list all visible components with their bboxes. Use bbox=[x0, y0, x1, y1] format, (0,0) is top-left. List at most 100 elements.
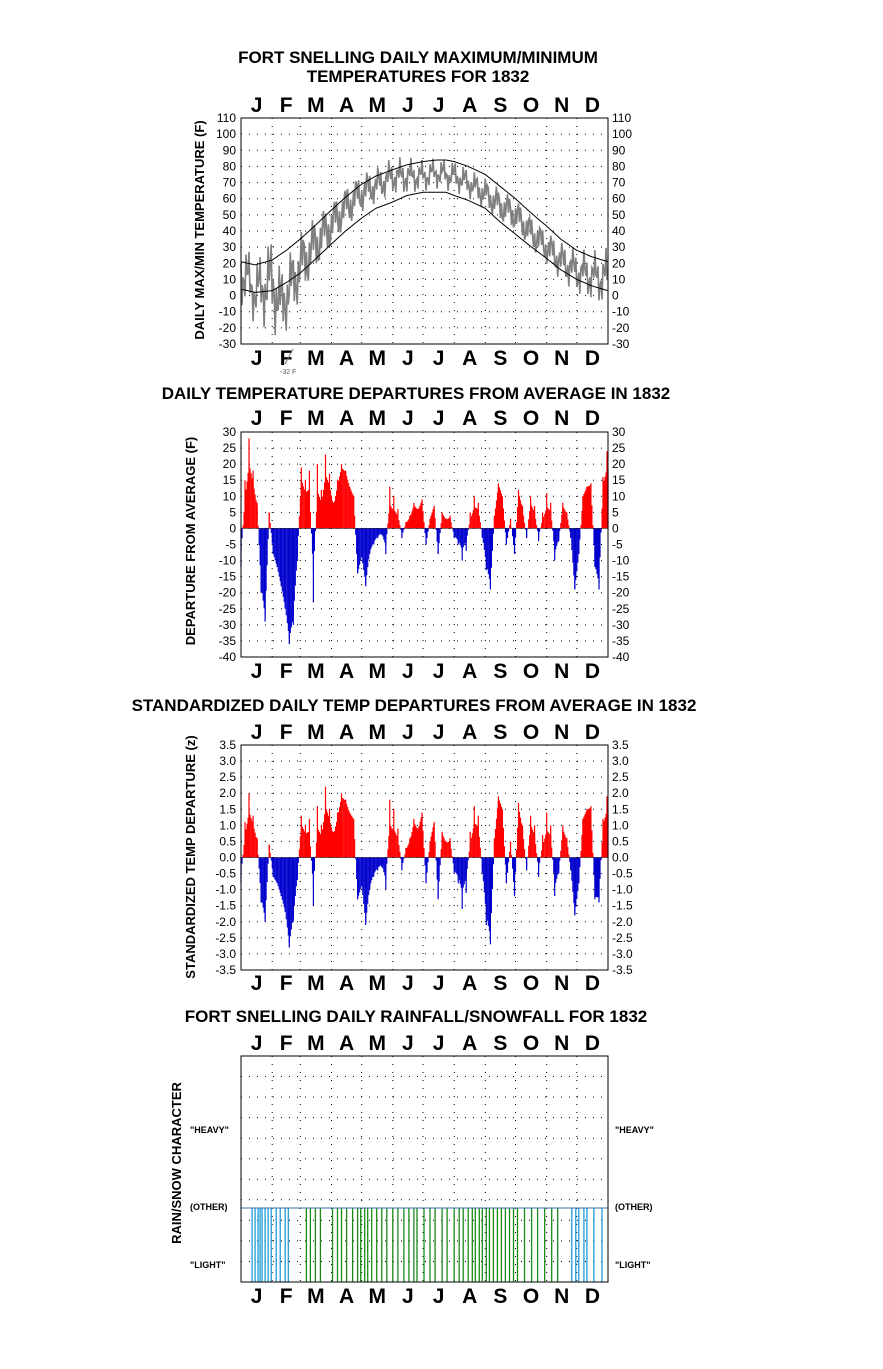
chart3-top-month-5: M bbox=[368, 721, 386, 744]
departure-bar bbox=[467, 528, 469, 531]
departure-bar bbox=[587, 486, 589, 529]
departure-bar bbox=[504, 857, 506, 865]
chart2-tick-right: -15 bbox=[612, 570, 630, 584]
chart4-bottom-month-10: O bbox=[523, 1285, 539, 1308]
chart3-top-month-2: F bbox=[280, 721, 293, 744]
departure-bar bbox=[484, 857, 486, 904]
departure-bar bbox=[273, 528, 275, 558]
departure-bar bbox=[539, 857, 541, 863]
departure-bar bbox=[403, 528, 405, 530]
departure-bar bbox=[589, 485, 591, 529]
departure-bar bbox=[408, 843, 410, 858]
departure-bar bbox=[374, 528, 376, 541]
departure-bar bbox=[454, 528, 456, 538]
chart1-tick-left: 50 bbox=[223, 208, 237, 222]
departure-bar bbox=[364, 857, 366, 913]
chart2-top-month-9: S bbox=[493, 407, 507, 430]
departure-bar bbox=[517, 507, 519, 529]
departure-bar bbox=[559, 528, 561, 532]
departure-bar bbox=[600, 857, 602, 861]
chart1-top-month-12: D bbox=[585, 94, 600, 117]
departure-bar bbox=[476, 508, 478, 529]
departure-bar bbox=[382, 528, 384, 537]
chart3-tick-right: 1.0 bbox=[612, 818, 629, 832]
departure-bar bbox=[412, 827, 414, 858]
departure-bar bbox=[388, 836, 390, 858]
departure-bar bbox=[245, 489, 247, 529]
departure-bar bbox=[347, 479, 349, 529]
departure-bar bbox=[359, 857, 361, 893]
departure-bar bbox=[603, 821, 605, 858]
departure-bar bbox=[564, 834, 566, 858]
departure-bar bbox=[519, 811, 521, 858]
departure-bar bbox=[399, 525, 401, 529]
departure-bar bbox=[326, 477, 328, 529]
departure-bar bbox=[394, 831, 396, 858]
departure-bar bbox=[242, 525, 244, 529]
departure-bar bbox=[368, 857, 370, 896]
departure-bar bbox=[348, 483, 350, 529]
chart3-tick-right: -0.5 bbox=[612, 867, 633, 881]
departure-bar bbox=[366, 528, 368, 576]
departure-bar bbox=[366, 857, 368, 913]
departure-bar bbox=[251, 821, 253, 858]
departure-bar bbox=[302, 486, 304, 529]
departure-bar bbox=[298, 849, 300, 858]
chart1-tick-right: 100 bbox=[612, 127, 632, 141]
chart2-tick-left: -25 bbox=[219, 602, 237, 616]
departure-bar bbox=[468, 524, 470, 529]
departure-bar bbox=[266, 528, 268, 566]
chart2-tick-left: 0 bbox=[229, 521, 236, 535]
departure-bar bbox=[448, 841, 450, 858]
chart2-plot-frame bbox=[240, 431, 609, 658]
departure-bar bbox=[492, 528, 494, 534]
departure-bar bbox=[454, 857, 456, 872]
departure-bar bbox=[513, 857, 515, 882]
departure-bar bbox=[275, 857, 277, 882]
chart1-top-month-7: J bbox=[433, 94, 445, 117]
departure-bar bbox=[480, 857, 482, 859]
departure-bar bbox=[347, 806, 349, 858]
departure-bar bbox=[600, 528, 602, 533]
chart3-title: STANDARDIZED DAILY TEMP DEPARTURES FROM … bbox=[132, 696, 697, 715]
departure-bar bbox=[267, 528, 269, 540]
departure-bar bbox=[557, 528, 559, 543]
departure-bar bbox=[376, 528, 378, 538]
chart3-tick-right: -2.0 bbox=[612, 915, 633, 929]
departure-bar bbox=[517, 827, 519, 858]
chart1-tick-left: 10 bbox=[223, 272, 237, 286]
departure-bar bbox=[311, 857, 313, 874]
chart2-tick-left: -10 bbox=[219, 554, 237, 568]
departure-bar bbox=[343, 798, 345, 858]
departure-bar bbox=[335, 826, 337, 858]
departure-bar bbox=[379, 528, 381, 535]
chart2-bottom-month-1: J bbox=[251, 660, 263, 683]
chart2-tick-left: 10 bbox=[223, 489, 237, 503]
chart1-tick-left: 30 bbox=[223, 240, 237, 254]
chart3-bottom-month-9: S bbox=[493, 972, 507, 995]
departure-bar bbox=[478, 836, 480, 858]
departure-bar bbox=[438, 528, 440, 544]
departure-bar bbox=[605, 813, 607, 858]
departure-bar bbox=[543, 516, 545, 529]
departure-bar bbox=[322, 822, 324, 858]
departure-bar bbox=[557, 857, 559, 875]
chart2-bottom-month-7: J bbox=[433, 660, 445, 683]
departure-bar bbox=[275, 528, 277, 564]
chart1-series bbox=[240, 157, 609, 336]
departure-bar bbox=[278, 528, 280, 577]
departure-bar bbox=[297, 528, 299, 536]
departure-bar bbox=[470, 516, 472, 529]
departure-bar bbox=[581, 510, 583, 529]
chart3-bottom-month-1: J bbox=[251, 972, 263, 995]
departure-bar bbox=[520, 500, 522, 529]
departure-bar bbox=[573, 857, 575, 903]
departure-bar bbox=[371, 857, 373, 881]
chart1-tick-right: 110 bbox=[612, 111, 631, 125]
chart1-bottom-month-12: D bbox=[585, 347, 600, 370]
chart4-top-month-10: O bbox=[523, 1032, 539, 1055]
chart2-tick-right: 5 bbox=[612, 505, 619, 519]
departure-bar bbox=[595, 857, 597, 897]
departure-bar bbox=[486, 528, 488, 570]
departure-bar bbox=[483, 857, 485, 893]
